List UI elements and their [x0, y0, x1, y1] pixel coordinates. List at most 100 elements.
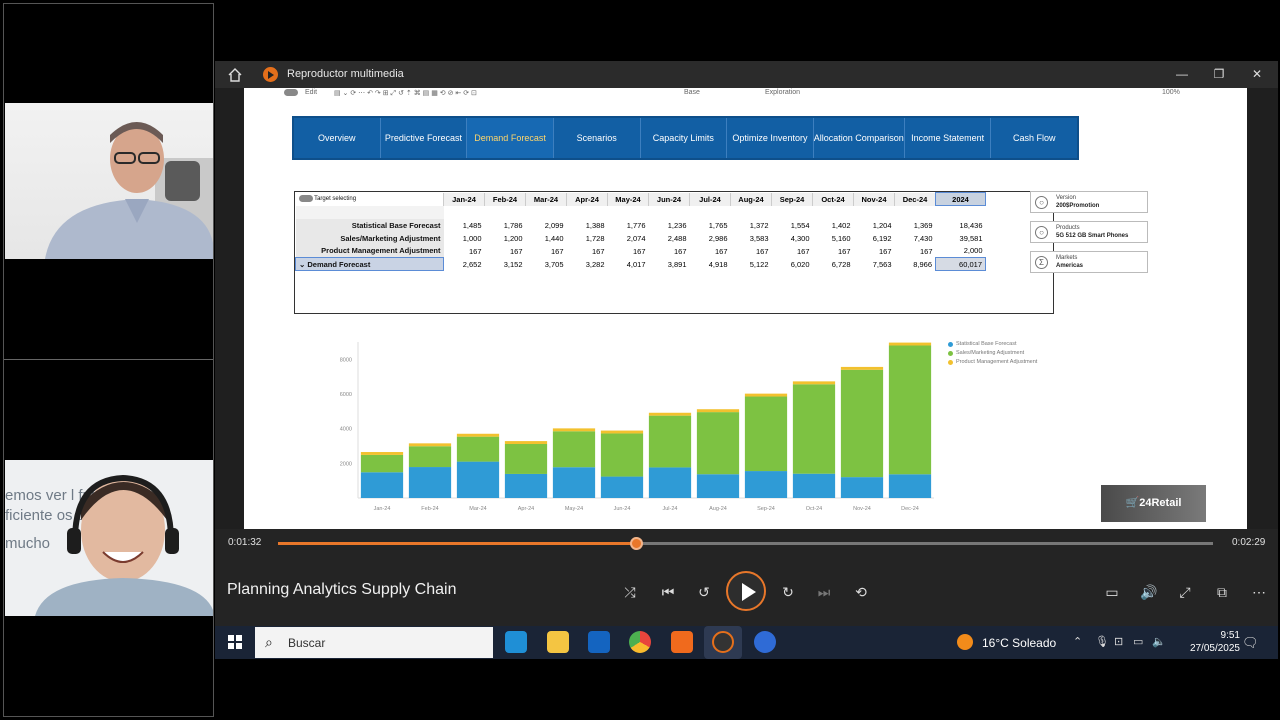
- outlook-icon[interactable]: [588, 631, 610, 653]
- target-selecting-toggle[interactable]: Target selecting: [295, 192, 444, 206]
- cell[interactable]: 167: [550, 246, 564, 256]
- cell[interactable]: 167: [673, 246, 687, 256]
- cell[interactable]: 167: [919, 246, 933, 256]
- cell[interactable]: 1,236: [667, 220, 687, 230]
- file-explorer-icon[interactable]: [547, 631, 569, 653]
- cell[interactable]: 167: [878, 246, 892, 256]
- system-clock[interactable]: 9:51 27/05/2025: [1170, 629, 1240, 655]
- cell[interactable]: 1,485: [462, 220, 482, 230]
- close-button[interactable]: ✕: [1251, 67, 1263, 81]
- play-button[interactable]: [726, 571, 766, 611]
- camera-icon[interactable]: ⊡: [1114, 636, 1124, 648]
- cell[interactable]: 1,000: [462, 233, 482, 243]
- cell[interactable]: 1,388: [585, 220, 605, 230]
- seek-bar[interactable]: [278, 537, 1213, 550]
- chrome-icon[interactable]: [629, 631, 651, 653]
- weather-icon[interactable]: [957, 634, 973, 650]
- cell[interactable]: 4,918: [708, 259, 728, 269]
- cell[interactable]: 7,563: [872, 259, 892, 269]
- cell[interactable]: 3,705: [544, 259, 564, 269]
- home-icon[interactable]: [227, 67, 243, 83]
- chevron-up-icon[interactable]: ⌃: [1073, 636, 1083, 648]
- video-frame[interactable]: Edit ▤ ⌄ ⟳ ⋯ ↶ ↷ ⊞ ⤢ ↺ ⇡ ⌘ ▤ ▦ ⟲ ⊘ ⇤ ⟳ ⊡…: [244, 88, 1247, 529]
- subtitles-icon[interactable]: ▭: [1105, 584, 1119, 600]
- cell[interactable]: 167: [509, 246, 523, 256]
- cell[interactable]: 4,017: [626, 259, 646, 269]
- network-icon[interactable]: ▭: [1133, 636, 1144, 648]
- tab-predictive-forecast[interactable]: Predictive Forecast: [381, 118, 468, 158]
- edge-icon[interactable]: [505, 631, 527, 653]
- cell[interactable]: 5,160: [831, 233, 851, 243]
- cell[interactable]: 6,728: [831, 259, 851, 269]
- cell[interactable]: 167: [632, 246, 646, 256]
- cell[interactable]: 1,776: [626, 220, 646, 230]
- seek-thumb[interactable]: [630, 537, 644, 550]
- tab-overview[interactable]: Overview: [294, 118, 381, 158]
- cell[interactable]: 167: [714, 246, 728, 256]
- shuffle-icon[interactable]: ⤮: [624, 584, 636, 600]
- fullscreen-icon[interactable]: ⤢: [1179, 584, 1191, 600]
- rewind-10-icon[interactable]: ↺: [698, 584, 710, 600]
- restore-button[interactable]: ❐: [1213, 67, 1225, 81]
- demand-forecast-grid[interactable]: Target selecting Jan-24 Feb-24 Mar-24 Ap…: [294, 191, 1054, 314]
- cell-total[interactable]: 39,581: [959, 233, 983, 243]
- tab-cash-flow[interactable]: Cash Flow: [1012, 133, 1056, 143]
- cell[interactable]: 167: [468, 246, 482, 256]
- microphone-icon[interactable]: 🎙: [1095, 636, 1109, 648]
- forward-30-icon[interactable]: ↻: [782, 584, 794, 600]
- tab-income-statement[interactable]: Income Statement: [905, 118, 992, 158]
- cell[interactable]: 1,554: [790, 220, 810, 230]
- chevron-down-icon[interactable]: ⌄: [299, 259, 308, 269]
- cell[interactable]: 7,430: [913, 233, 933, 243]
- cell[interactable]: 167: [837, 246, 851, 256]
- cell[interactable]: 1,204: [872, 220, 892, 230]
- taskbar-search[interactable]: ⌕ Buscar: [255, 627, 493, 658]
- cell[interactable]: 3,282: [585, 259, 605, 269]
- cell[interactable]: 3,152: [503, 259, 523, 269]
- volume-icon[interactable]: 🔊: [1140, 584, 1158, 600]
- cell[interactable]: 167: [755, 246, 769, 256]
- weather-text[interactable]: 16°C Soleado: [982, 636, 1057, 650]
- notifications-icon[interactable]: 🗨: [1242, 635, 1259, 650]
- row-label-demand-forecast[interactable]: ⌄ Demand Forecast: [295, 257, 444, 271]
- speaker-icon[interactable]: 🔈: [1152, 636, 1166, 648]
- cell[interactable]: 6,192: [872, 233, 892, 243]
- cell[interactable]: 1,786: [503, 220, 523, 230]
- cell[interactable]: 3,891: [667, 259, 687, 269]
- cell[interactable]: 6,020: [790, 259, 810, 269]
- cell-total[interactable]: 2,000: [963, 246, 983, 256]
- minimize-button[interactable]: —: [1176, 67, 1188, 81]
- cell[interactable]: 8,966: [913, 259, 932, 269]
- presentation-app-icon[interactable]: [671, 631, 693, 653]
- cell[interactable]: 5,122: [749, 259, 769, 269]
- cell[interactable]: 167: [796, 246, 810, 256]
- cell[interactable]: 1,402: [831, 220, 851, 230]
- snowflake-app-icon[interactable]: [754, 631, 776, 653]
- filter-markets[interactable]: Σ Markets Americas: [1030, 251, 1148, 273]
- windows-start-icon[interactable]: [228, 635, 242, 649]
- media-player-taskbar-icon[interactable]: [712, 631, 734, 653]
- cell[interactable]: 4,300: [790, 233, 810, 243]
- tab-optimize-inventory[interactable]: Optimize Inventory: [727, 118, 814, 158]
- year-header[interactable]: 2024: [935, 192, 986, 206]
- filter-products[interactable]: ○ Products 5G 512 GB Smart Phones: [1030, 221, 1148, 243]
- cell[interactable]: 2,652: [462, 259, 482, 269]
- cell[interactable]: 167: [591, 246, 605, 256]
- mini-player-icon[interactable]: ⧉: [1217, 584, 1227, 600]
- cell[interactable]: 1,728: [585, 233, 605, 243]
- cell-total[interactable]: 18,436: [959, 220, 983, 230]
- cell[interactable]: 2,488: [667, 233, 687, 243]
- cell[interactable]: 2,986: [708, 233, 728, 243]
- cell[interactable]: 2,074: [626, 233, 646, 243]
- tab-capacity-limits[interactable]: Capacity Limits: [641, 118, 728, 158]
- cell[interactable]: 1,200: [503, 233, 523, 243]
- cell-total-selected[interactable]: 60,017: [935, 257, 986, 271]
- cell[interactable]: 1,440: [544, 233, 564, 243]
- previous-icon[interactable]: ⏮: [661, 584, 675, 600]
- filter-version[interactable]: ○ Version 200$Promotion: [1030, 191, 1148, 213]
- tab-scenarios[interactable]: Scenarios: [554, 118, 641, 158]
- cell[interactable]: 3,583: [749, 233, 769, 243]
- next-icon[interactable]: ⏭: [817, 584, 831, 600]
- more-options-icon[interactable]: ⋯: [1252, 584, 1266, 600]
- cell[interactable]: 1,369: [913, 220, 933, 230]
